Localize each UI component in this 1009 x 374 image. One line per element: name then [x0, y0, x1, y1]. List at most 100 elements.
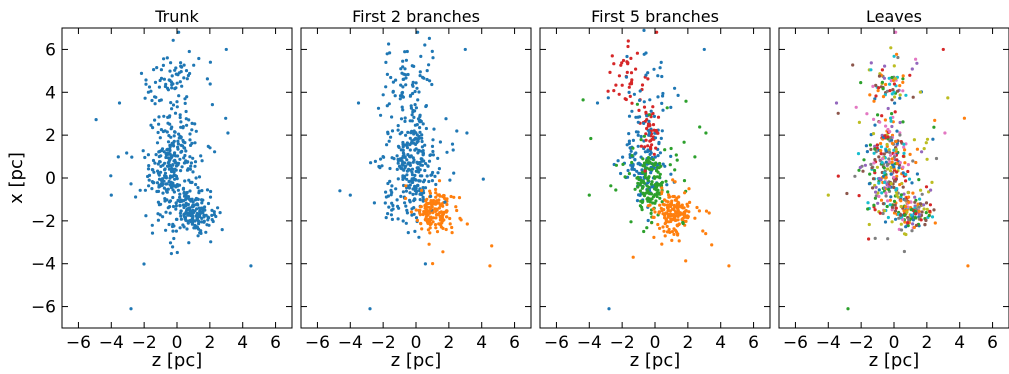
data-point [661, 162, 665, 166]
data-point [683, 215, 688, 219]
data-point [648, 139, 652, 143]
data-point [202, 213, 206, 217]
data-point [451, 148, 455, 152]
data-point [172, 152, 176, 157]
data-point [438, 218, 442, 222]
data-point [662, 198, 667, 202]
data-point [892, 179, 897, 183]
data-point [162, 57, 166, 61]
data-point [627, 139, 632, 143]
data-point [429, 173, 433, 177]
data-point [151, 126, 155, 130]
data-point [890, 112, 894, 116]
data-point [424, 104, 428, 108]
data-point [156, 212, 160, 216]
data-point [181, 186, 186, 190]
data-point [401, 219, 405, 223]
y-tick-label: 4 [45, 83, 56, 103]
data-point [174, 201, 178, 205]
data-point [882, 76, 887, 80]
data-point [398, 97, 402, 101]
data-point [455, 208, 459, 213]
data-point [165, 86, 170, 90]
data-point [908, 73, 912, 77]
data-point [639, 144, 644, 148]
data-point [410, 170, 414, 174]
data-point [170, 175, 174, 179]
data-point [906, 163, 911, 167]
data-point [426, 228, 430, 232]
data-point [150, 168, 154, 172]
data-point [431, 198, 436, 203]
data-point [178, 157, 182, 161]
data-point [610, 54, 614, 58]
data-point [669, 217, 673, 221]
data-point [879, 149, 883, 153]
data-point [203, 205, 207, 209]
data-point [434, 182, 438, 187]
data-point [211, 219, 215, 224]
data-point [429, 222, 433, 226]
data-point [188, 138, 192, 142]
data-point [890, 160, 894, 164]
data-point [889, 79, 893, 83]
data-point [674, 153, 678, 157]
data-point [448, 178, 452, 182]
data-point [182, 199, 186, 203]
data-point [431, 138, 435, 142]
data-point [678, 204, 682, 208]
data-point [873, 123, 877, 127]
data-point [910, 67, 914, 71]
data-point [200, 198, 204, 202]
data-point [187, 49, 191, 54]
data-point [627, 85, 631, 89]
data-point [661, 91, 665, 96]
data-point [192, 63, 196, 67]
data-point [663, 148, 667, 152]
data-point [872, 151, 876, 155]
data-point [405, 211, 409, 215]
data-point [924, 201, 929, 205]
data-point [388, 166, 392, 171]
data-point [873, 144, 877, 148]
data-point [642, 134, 647, 138]
data-point [629, 71, 634, 75]
data-point [194, 214, 198, 218]
data-point [669, 213, 673, 217]
data-point [918, 197, 922, 201]
data-point [647, 131, 652, 135]
data-point [902, 209, 906, 213]
data-point [888, 82, 892, 86]
data-point [400, 90, 405, 95]
x-tick-label: 0 [172, 333, 183, 353]
data-point [193, 160, 198, 164]
data-point [169, 80, 173, 84]
data-point [169, 135, 173, 139]
data-point [428, 79, 432, 83]
data-point [388, 51, 392, 55]
data-point [415, 160, 419, 164]
data-point [426, 213, 430, 217]
data-point [862, 158, 866, 162]
data-point [890, 141, 895, 145]
data-point [146, 167, 151, 171]
x-tick-label: 6 [270, 333, 281, 353]
y-tick-label: −4 [31, 255, 56, 275]
data-point [220, 228, 224, 232]
data-point [153, 102, 157, 106]
x-tick-label: 6 [748, 333, 759, 353]
data-point [669, 105, 673, 109]
data-point [620, 61, 624, 65]
data-point [158, 78, 162, 83]
data-point [399, 194, 403, 198]
data-point [187, 178, 191, 182]
data-point [636, 175, 640, 179]
data-point [178, 192, 182, 196]
data-point [902, 145, 906, 149]
data-point [621, 155, 625, 159]
data-point [172, 134, 176, 138]
data-point [707, 211, 711, 215]
data-point [146, 153, 150, 157]
data-point [645, 158, 649, 163]
data-point [893, 101, 897, 105]
